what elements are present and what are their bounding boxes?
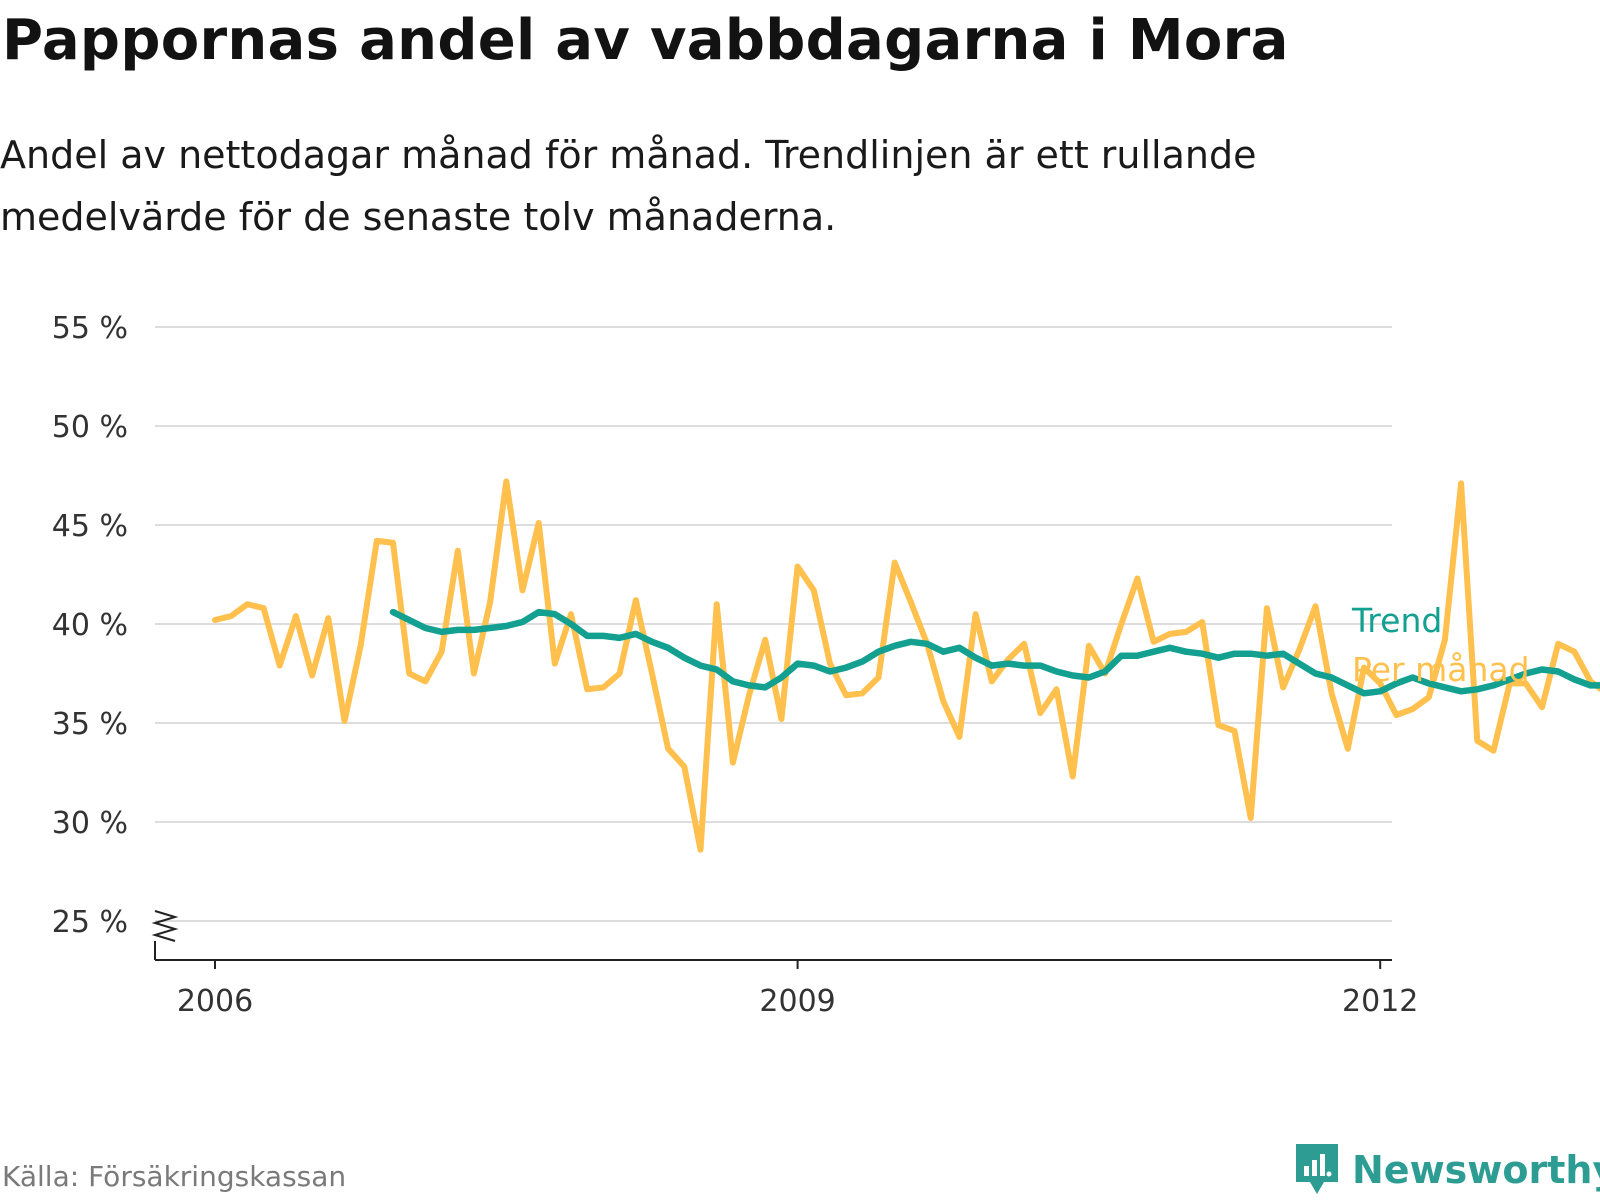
x-tick-label: 2006	[177, 984, 253, 1019]
y-tick-label: 30 %	[52, 806, 128, 841]
y-tick-label: 25 %	[52, 905, 128, 940]
line-chart: 25 % 30 % 35 % 40 % 45 % 50 % 55 % 2006 2009 201…	[52, 311, 1600, 1019]
y-tick-label: 45 %	[52, 509, 128, 544]
legend: Trend Per månad	[1351, 601, 1530, 689]
x-tick-label: 2009	[759, 984, 835, 1019]
axis-break-icon	[151, 910, 179, 942]
legend-label-per-manad: Per månad	[1352, 650, 1530, 689]
series-line-trend	[389, 608, 1600, 697]
chart-subtitle: Andel av nettodagar månad för månad. Tre…	[0, 133, 1257, 239]
source-note: Källa: Försäkringskassan	[2, 1160, 347, 1193]
y-tick-label: 40 %	[52, 608, 128, 643]
newsworthy-logo-icon	[1296, 1144, 1338, 1194]
y-axis-ticks: 25 % 30 % 35 % 40 % 45 % 50 % 55 %	[52, 311, 128, 940]
series-lines	[212, 478, 1600, 853]
newsworthy-logo[interactable]: Newsworthy	[1292, 1140, 1600, 1200]
axis-break-icon	[151, 910, 179, 942]
y-tick-label: 35 %	[52, 707, 128, 742]
brand-name: Newsworthy	[1352, 1148, 1600, 1192]
y-tick-label: 55 %	[52, 311, 128, 346]
legend-label-trend: Trend	[1351, 601, 1442, 640]
chart-title: Pappornas andel av vabbdagarna i Mora	[2, 8, 1289, 73]
gridlines	[155, 326, 1392, 922]
x-axis: 2006200920122015201820212023	[154, 941, 1418, 1019]
x-tick-label: 2012	[1342, 984, 1418, 1019]
y-tick-label: 50 %	[52, 410, 128, 445]
